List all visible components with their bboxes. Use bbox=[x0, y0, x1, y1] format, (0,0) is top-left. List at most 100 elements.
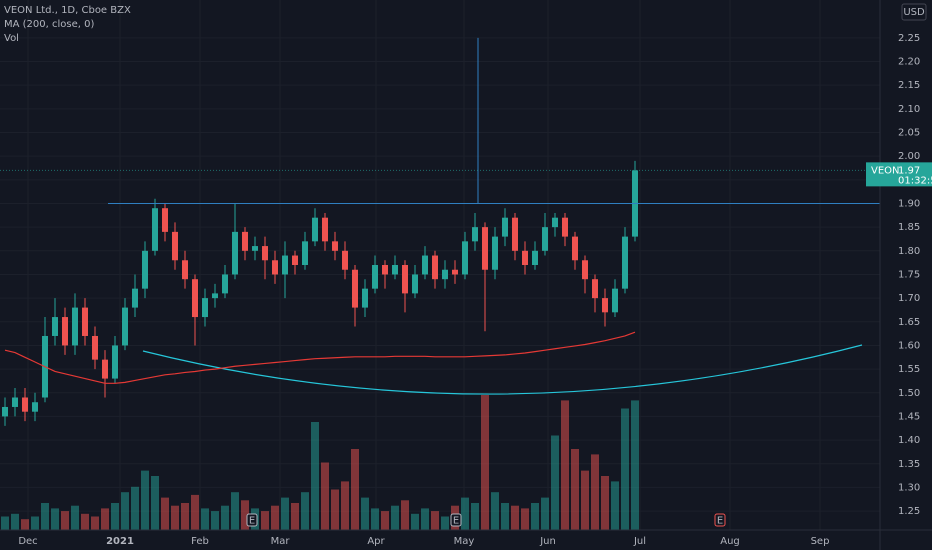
ma-line bbox=[4, 331, 636, 384]
volume-bar bbox=[411, 513, 419, 530]
volume-bar bbox=[291, 503, 299, 530]
volume-bar bbox=[131, 486, 139, 530]
candle-body bbox=[132, 288, 138, 308]
volume-bar bbox=[381, 511, 389, 530]
price-label-symbol: VEON bbox=[871, 165, 900, 176]
volume-bar bbox=[71, 505, 79, 530]
volume-bar bbox=[491, 492, 499, 530]
volume-bar bbox=[221, 505, 229, 530]
x-tick-label: Apr bbox=[367, 536, 385, 547]
price-label-price: 1.97 bbox=[898, 165, 920, 176]
indicator-ma: MA (200, close, 0) bbox=[4, 19, 94, 30]
candle-body bbox=[502, 217, 508, 237]
candle-body bbox=[352, 269, 358, 308]
volume-bar bbox=[371, 508, 379, 530]
volume-bar bbox=[621, 408, 629, 530]
volume-bar bbox=[11, 513, 19, 530]
volume-bar bbox=[421, 508, 429, 530]
volume-bar bbox=[441, 516, 449, 530]
y-tick-label: 1.65 bbox=[898, 317, 920, 328]
y-tick-label: 1.40 bbox=[898, 435, 920, 446]
volume-bar bbox=[321, 462, 329, 530]
y-tick-label: 1.85 bbox=[898, 222, 920, 233]
volume-bar bbox=[101, 508, 109, 530]
y-tick-label: 2.10 bbox=[898, 104, 920, 115]
y-tick-label: 1.45 bbox=[898, 411, 920, 422]
volume-bar bbox=[181, 503, 189, 530]
volume-bar bbox=[271, 505, 279, 530]
candle-body bbox=[362, 288, 368, 308]
candle-body bbox=[242, 231, 248, 251]
y-tick-label: 1.35 bbox=[898, 459, 920, 470]
candle-body bbox=[562, 217, 568, 237]
y-tick-label: 2.20 bbox=[898, 57, 920, 68]
candle-body bbox=[462, 241, 468, 275]
candle-body bbox=[432, 255, 438, 280]
volume-bar bbox=[631, 400, 639, 530]
candle-body bbox=[612, 288, 618, 313]
y-tick-label: 2.25 bbox=[898, 33, 920, 44]
volume-bar bbox=[211, 511, 219, 530]
candle-body bbox=[212, 293, 218, 299]
candle-body bbox=[452, 269, 458, 275]
volume-bar bbox=[471, 503, 479, 530]
candle-body bbox=[32, 402, 38, 412]
candle-body bbox=[412, 274, 418, 294]
candle-body bbox=[292, 255, 298, 265]
candle-body bbox=[372, 265, 378, 289]
candle-body bbox=[542, 227, 548, 251]
volume-bar bbox=[161, 497, 169, 530]
x-tick-label: Jun bbox=[539, 536, 556, 547]
volume-pane bbox=[1, 395, 639, 530]
y-tick-label: 1.30 bbox=[898, 482, 920, 493]
volume-bar bbox=[551, 435, 559, 530]
volume-bar bbox=[141, 470, 149, 530]
volume-bar bbox=[431, 511, 439, 530]
candle-body bbox=[22, 397, 28, 412]
volume-bar bbox=[301, 492, 309, 530]
earnings-marker bbox=[246, 513, 258, 527]
volume-bar bbox=[541, 497, 549, 530]
candle-body bbox=[182, 260, 188, 280]
earnings-marker bbox=[714, 513, 726, 527]
candle-body bbox=[62, 317, 68, 346]
candle-body bbox=[402, 265, 408, 294]
candle-body bbox=[142, 250, 148, 289]
candle-body bbox=[522, 250, 528, 265]
curve-drawing bbox=[142, 344, 863, 395]
candle-body bbox=[622, 236, 628, 289]
y-tick-label: 2.15 bbox=[898, 80, 920, 91]
volume-bar bbox=[171, 505, 179, 530]
volume-bar bbox=[111, 503, 119, 530]
candle-body bbox=[552, 217, 558, 228]
candle-body bbox=[82, 307, 88, 336]
candle-body bbox=[232, 231, 238, 275]
volume-bar bbox=[201, 508, 209, 530]
candle-body bbox=[322, 217, 328, 242]
volume-bar bbox=[591, 454, 599, 530]
candle-body bbox=[252, 246, 258, 251]
candle-body bbox=[52, 317, 58, 336]
volume-bar bbox=[331, 489, 339, 530]
candle-body bbox=[2, 406, 8, 417]
volume-bar bbox=[281, 497, 289, 530]
volume-bar bbox=[401, 500, 409, 530]
x-tick-label: Aug bbox=[720, 536, 740, 547]
volume-bar bbox=[21, 519, 29, 530]
volume-bar bbox=[461, 497, 469, 530]
candle-body bbox=[582, 260, 588, 280]
y-tick-label: 1.90 bbox=[898, 198, 920, 209]
volume-bar bbox=[341, 481, 349, 530]
volume-bar bbox=[61, 511, 69, 530]
y-tick-label: 1.80 bbox=[898, 246, 920, 257]
x-tick-label: 2021 bbox=[106, 536, 134, 547]
volume-bar bbox=[81, 513, 89, 530]
currency[interactable]: USD bbox=[903, 7, 925, 18]
y-tick-label: 1.75 bbox=[898, 269, 920, 280]
currency-box[interactable] bbox=[901, 3, 927, 21]
volume-bar bbox=[121, 492, 129, 530]
y-tick-label: 2.00 bbox=[898, 151, 920, 162]
x-tick-label: Feb bbox=[191, 536, 209, 547]
x-tick-label: May bbox=[454, 536, 475, 547]
